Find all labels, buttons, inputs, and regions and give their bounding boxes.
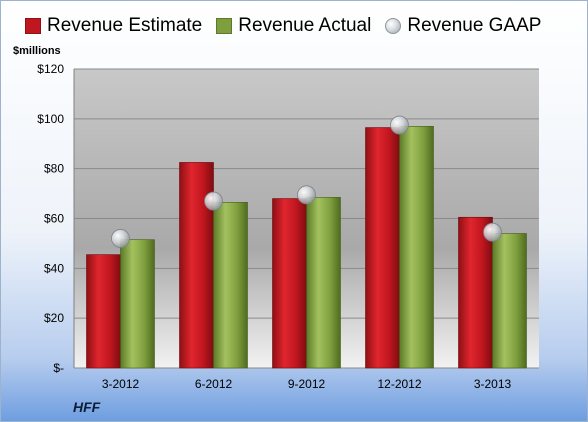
y-tick-label: $- <box>53 361 64 375</box>
y-tick-label: $60 <box>44 212 64 226</box>
bar-revenue-actual <box>492 233 527 369</box>
x-tick-label: 6-2012 <box>195 377 233 391</box>
y-tick-label: $40 <box>44 261 64 275</box>
y-tick-label: $80 <box>44 162 64 176</box>
y-axis-unit-label: $millions <box>13 45 61 57</box>
bar-revenue-actual <box>213 202 248 369</box>
point-revenue-gaap <box>483 222 502 242</box>
company-ticker: HFF <box>73 399 101 415</box>
y-tick-label: $20 <box>44 311 64 325</box>
legend-label-estimate: Revenue Estimate <box>47 15 203 36</box>
legend-swatch-actual <box>216 18 233 34</box>
legend-swatch-estimate <box>25 18 41 34</box>
legend: Revenue Estimate Revenue Actual Revenue … <box>25 15 555 37</box>
bar-revenue-estimate <box>86 254 121 369</box>
bar-revenue-estimate <box>272 198 307 369</box>
bar-revenue-estimate <box>365 127 400 369</box>
legend-label-actual: Revenue Actual <box>238 15 372 36</box>
point-revenue-gaap <box>204 191 223 211</box>
bar-revenue-actual <box>399 126 434 369</box>
y-tick-label: $120 <box>37 62 64 76</box>
x-tick-label: 3-2012 <box>102 377 140 391</box>
legend-marker-gaap <box>385 18 402 34</box>
legend-item-gaap: Revenue GAAP <box>385 15 541 37</box>
bar-revenue-actual <box>306 197 341 369</box>
legend-item-actual: Revenue Actual <box>216 15 371 37</box>
point-revenue-gaap <box>390 115 409 135</box>
x-tick-label: 3-2013 <box>474 377 512 391</box>
y-tick-label: $100 <box>37 112 64 126</box>
legend-item-estimate: Revenue Estimate <box>25 15 202 37</box>
bar-revenue-actual <box>120 239 155 369</box>
x-tick-label: 9-2012 <box>288 377 326 391</box>
x-tick-label: 12-2012 <box>377 377 421 391</box>
point-revenue-gaap <box>111 229 130 248</box>
legend-label-gaap: Revenue GAAP <box>407 15 542 36</box>
point-revenue-gaap <box>297 185 316 205</box>
